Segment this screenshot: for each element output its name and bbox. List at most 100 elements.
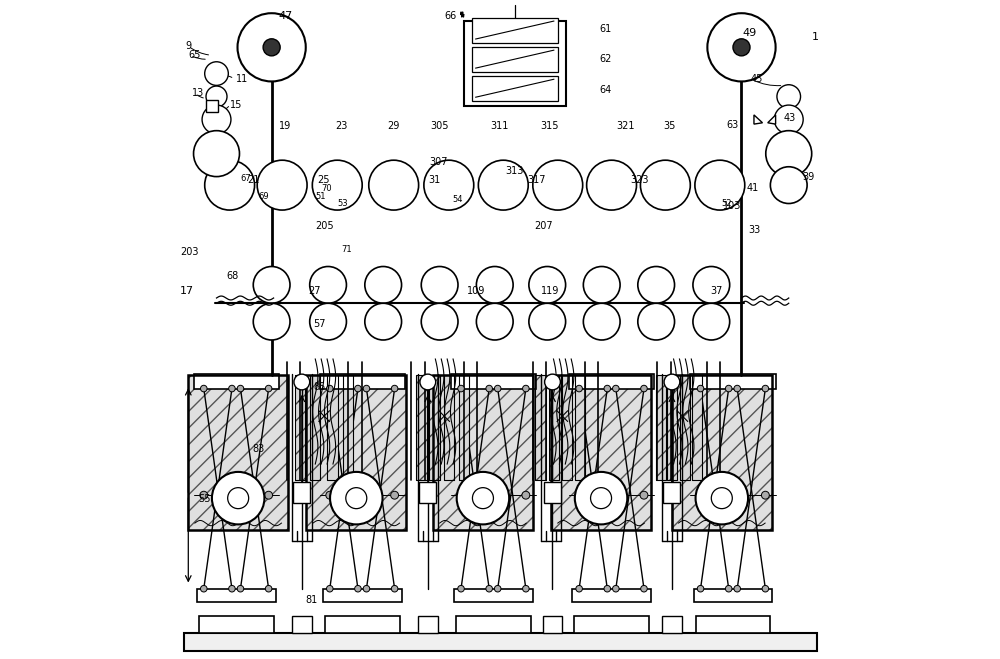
Circle shape [640,160,690,210]
Bar [667,376,677,480]
Text: 69: 69 [259,192,269,202]
Circle shape [711,488,732,509]
Circle shape [533,160,583,210]
Bar [429,376,440,480]
Circle shape [576,585,582,592]
Circle shape [229,585,235,592]
Bar [327,376,338,480]
Circle shape [420,374,436,390]
Text: 13: 13 [192,88,204,98]
Text: 67: 67 [241,174,252,183]
Bar [472,47,558,72]
Circle shape [363,491,370,499]
Text: 66: 66 [444,11,456,21]
Text: 70: 70 [322,184,332,193]
Circle shape [369,160,419,210]
Circle shape [761,491,769,499]
Circle shape [312,160,362,210]
Circle shape [734,386,741,392]
Text: 49: 49 [743,28,757,38]
Circle shape [421,303,458,340]
Circle shape [612,491,620,499]
Circle shape [664,374,680,390]
Bar [549,376,559,480]
Circle shape [458,585,464,592]
Circle shape [237,585,244,592]
Text: 47: 47 [278,11,292,21]
Bar [197,588,276,602]
Circle shape [762,386,769,392]
Circle shape [774,105,803,134]
Bar [206,100,218,111]
Bar [306,376,406,530]
Bar [575,376,585,480]
Circle shape [354,491,362,499]
Circle shape [529,303,566,340]
Polygon shape [754,115,762,124]
Bar [444,376,454,480]
Text: 71: 71 [341,245,352,254]
Text: 207: 207 [534,221,553,231]
Text: 19: 19 [279,121,291,131]
Text: 119: 119 [541,287,559,297]
Bar [543,616,562,633]
Text: 53: 53 [337,199,348,208]
Bar [690,374,776,389]
Text: 52: 52 [722,199,732,208]
Bar [680,376,690,480]
Bar [692,376,702,480]
Bar [562,376,572,480]
Bar [343,376,353,480]
Bar [459,376,469,480]
Bar [544,482,561,503]
Circle shape [733,491,741,499]
Bar [459,376,469,480]
Circle shape [734,585,741,592]
Text: 203: 203 [180,247,198,257]
Text: 9: 9 [185,41,191,51]
Text: 41: 41 [747,183,759,193]
Bar [672,376,772,530]
Text: 63: 63 [726,120,739,130]
Circle shape [762,585,769,592]
Text: 311: 311 [491,121,509,131]
Circle shape [355,386,361,392]
Circle shape [205,62,228,86]
Circle shape [641,386,647,392]
Circle shape [326,491,334,499]
Circle shape [421,266,458,303]
Text: 307: 307 [429,157,448,167]
Circle shape [638,266,675,303]
Circle shape [200,491,208,499]
Bar [692,376,702,480]
Circle shape [707,13,776,82]
Circle shape [201,386,207,392]
Circle shape [391,491,399,499]
Bar [444,376,454,480]
Bar [416,376,427,480]
Bar [433,376,533,530]
Text: 27: 27 [308,287,321,297]
Circle shape [523,585,529,592]
Circle shape [194,130,239,177]
Circle shape [583,266,620,303]
Bar [572,588,651,602]
Bar [662,616,682,633]
Circle shape [486,386,492,392]
Circle shape [265,491,273,499]
Text: 305: 305 [430,121,449,131]
Text: 37: 37 [710,287,722,297]
Circle shape [326,585,333,592]
Circle shape [212,472,264,525]
Circle shape [545,374,560,390]
Circle shape [363,585,370,592]
Bar [327,376,338,480]
Bar [188,376,288,530]
Bar [672,376,772,530]
Circle shape [485,491,493,499]
Text: 45: 45 [751,74,763,84]
Circle shape [228,491,236,499]
Circle shape [391,386,398,392]
Text: 65: 65 [188,50,201,60]
Text: 15: 15 [230,100,242,110]
